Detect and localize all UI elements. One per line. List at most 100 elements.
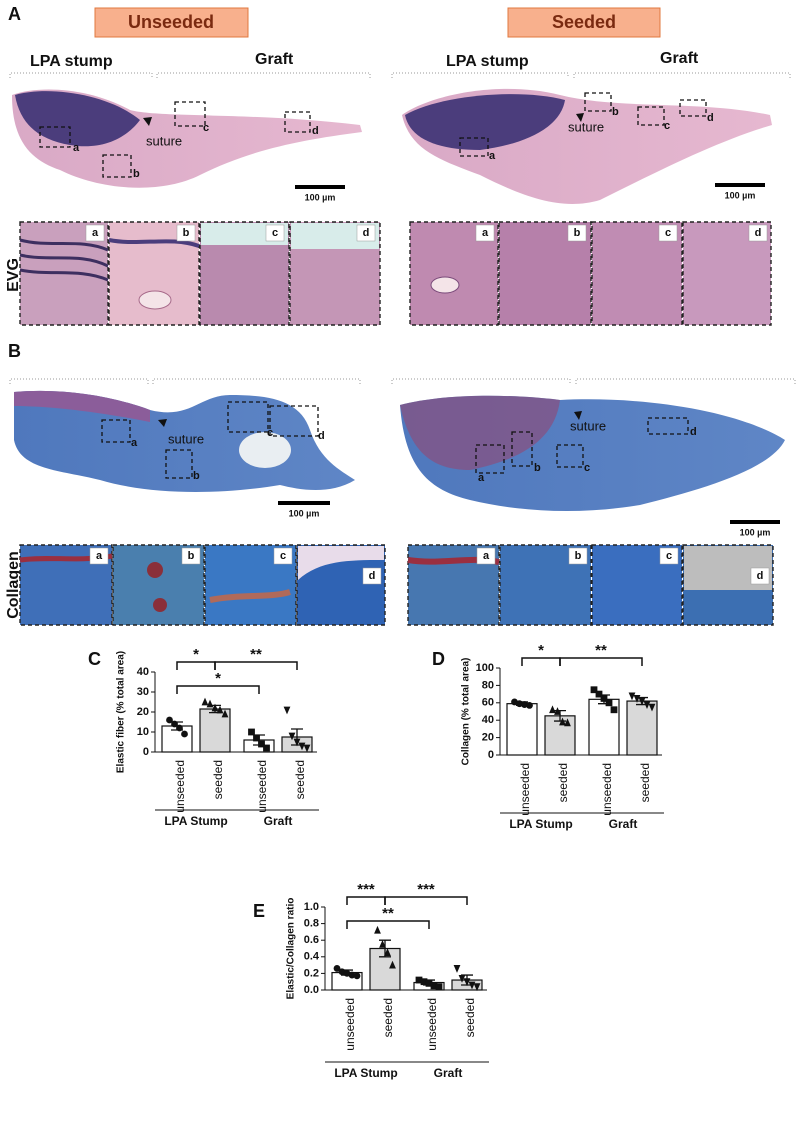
scale-label: 100 µm <box>289 508 320 518</box>
data-point <box>166 716 173 724</box>
data-point <box>374 925 381 934</box>
data-point <box>348 971 356 979</box>
data-point <box>206 699 214 708</box>
x-tick-label: seeded <box>211 760 225 799</box>
x-tick-label: unseeded <box>425 998 439 1051</box>
evg-insets <box>19 221 772 326</box>
inset-box <box>165 449 193 479</box>
x-tick-label: seeded <box>463 998 477 1037</box>
data-point <box>384 948 391 957</box>
header: Seeded <box>552 12 616 32</box>
data-point <box>248 728 255 736</box>
significance-label: * <box>193 646 199 663</box>
data-point <box>201 697 209 706</box>
data-point <box>293 738 301 747</box>
significance-bracket <box>176 685 260 694</box>
y-tick-label: 100 <box>476 662 494 674</box>
header-box <box>94 7 249 38</box>
y-tick-label: 0.6 <box>304 934 319 946</box>
inset-box <box>459 137 489 157</box>
tag <box>658 224 678 242</box>
inset-letter: b <box>193 470 200 482</box>
significance-label: * <box>538 642 544 659</box>
data-point <box>288 732 296 741</box>
texture <box>108 238 200 248</box>
panel-label: B <box>8 341 21 361</box>
inset-letter: b <box>133 168 140 180</box>
significance-label: * <box>215 670 221 687</box>
data-point <box>353 972 361 980</box>
inset-letter: b <box>188 550 195 562</box>
inset-box <box>511 431 533 467</box>
significance-label: ** <box>595 642 607 659</box>
data-point <box>516 700 523 708</box>
data-point <box>221 709 229 718</box>
data-point <box>263 744 270 752</box>
arrowhead <box>158 419 167 427</box>
bar-chart: D Collagen (% total area) 0 20 40 60 80 100 unse… <box>432 642 664 831</box>
inset-letter: c <box>666 550 672 562</box>
region-label: Graft <box>660 50 699 67</box>
inset-letter: a <box>73 142 80 154</box>
y-axis-label: Elastic fiber (% total area) <box>116 651 127 773</box>
x-tick-label: seeded <box>638 763 652 802</box>
group-label: LPA Stump <box>509 817 572 831</box>
significance-bracket <box>384 896 468 905</box>
tag <box>568 547 588 565</box>
data-point <box>258 740 265 748</box>
data-point <box>333 965 341 972</box>
data-point <box>216 705 224 714</box>
tag <box>475 224 495 242</box>
data-point <box>176 724 183 732</box>
data-point <box>590 686 598 694</box>
significance-bracket <box>176 661 216 670</box>
arrowhead <box>576 113 584 122</box>
inset-letter: c <box>267 427 273 439</box>
data-point <box>595 690 603 698</box>
region-label: LPA stump <box>30 53 113 70</box>
y-tick-label: 20 <box>137 706 149 718</box>
tag <box>750 567 770 585</box>
tag <box>567 224 587 242</box>
x-tick-label: unseeded <box>173 760 187 813</box>
x-tick-label: seeded <box>381 998 395 1037</box>
y-tick-label: 40 <box>482 714 494 726</box>
charts: C Elastic fiber (% total area) 0 10 20 30 40 un… <box>88 642 664 1080</box>
bar <box>506 703 538 756</box>
scale-label: 100 µm <box>725 190 756 200</box>
data-point <box>171 720 178 728</box>
arrowhead <box>574 411 582 420</box>
significance-bracket <box>214 661 298 670</box>
data-point <box>435 983 443 991</box>
suture-label: suture <box>168 431 204 446</box>
inset-tags: a b c d a b c d <box>89 547 770 585</box>
inset-box <box>475 444 505 474</box>
texture <box>153 598 167 612</box>
header-box <box>507 7 661 38</box>
data-point <box>453 965 461 973</box>
data-point <box>389 960 396 969</box>
inset-letter: d <box>312 125 319 137</box>
data-point <box>463 978 471 987</box>
texture <box>147 562 163 578</box>
tissue-muscle <box>400 395 560 470</box>
x-tick-label: seeded <box>556 763 570 802</box>
y-tick-label: 80 <box>482 679 494 691</box>
inset-letter: d <box>363 227 370 239</box>
data-point <box>648 703 656 712</box>
y-tick-label: 0.0 <box>304 984 319 996</box>
tag <box>362 567 382 585</box>
inset-letter: c <box>664 120 670 132</box>
tag <box>176 224 196 242</box>
y-tick-label: 1.0 <box>304 901 319 913</box>
stain-label: EVG <box>5 258 22 292</box>
texture <box>430 276 460 294</box>
panel-label: A <box>8 4 21 24</box>
inset-box <box>269 405 319 437</box>
data-point <box>559 717 566 726</box>
texture <box>138 290 172 310</box>
y-tick-label: 40 <box>137 666 149 678</box>
inset-letter: b <box>534 462 541 474</box>
group-label: Graft <box>609 817 638 831</box>
